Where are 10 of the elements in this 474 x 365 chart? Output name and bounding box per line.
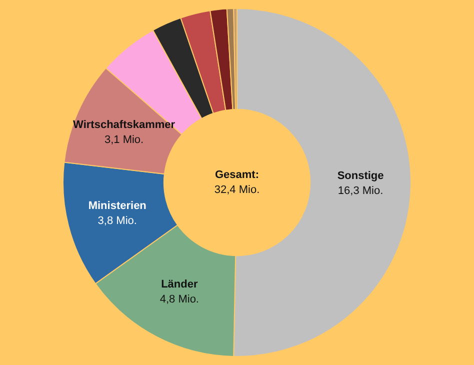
slice-label: Ministerien [88, 200, 147, 212]
text: Gesamt: [214, 169, 260, 182]
data-label: 4,8 Mio. [160, 293, 199, 306]
data-label: 3,8 Mio. [98, 214, 137, 227]
data-label: 16,3 Mio. [338, 185, 384, 198]
slice-label: Sonstige [337, 170, 384, 182]
data-label: 3,1 Mio. [104, 134, 144, 146]
slice-label: Länder [161, 278, 198, 290]
slice-label: Wirtschaftskammer [73, 119, 176, 131]
text: 32,4 Mio. [214, 184, 260, 196]
